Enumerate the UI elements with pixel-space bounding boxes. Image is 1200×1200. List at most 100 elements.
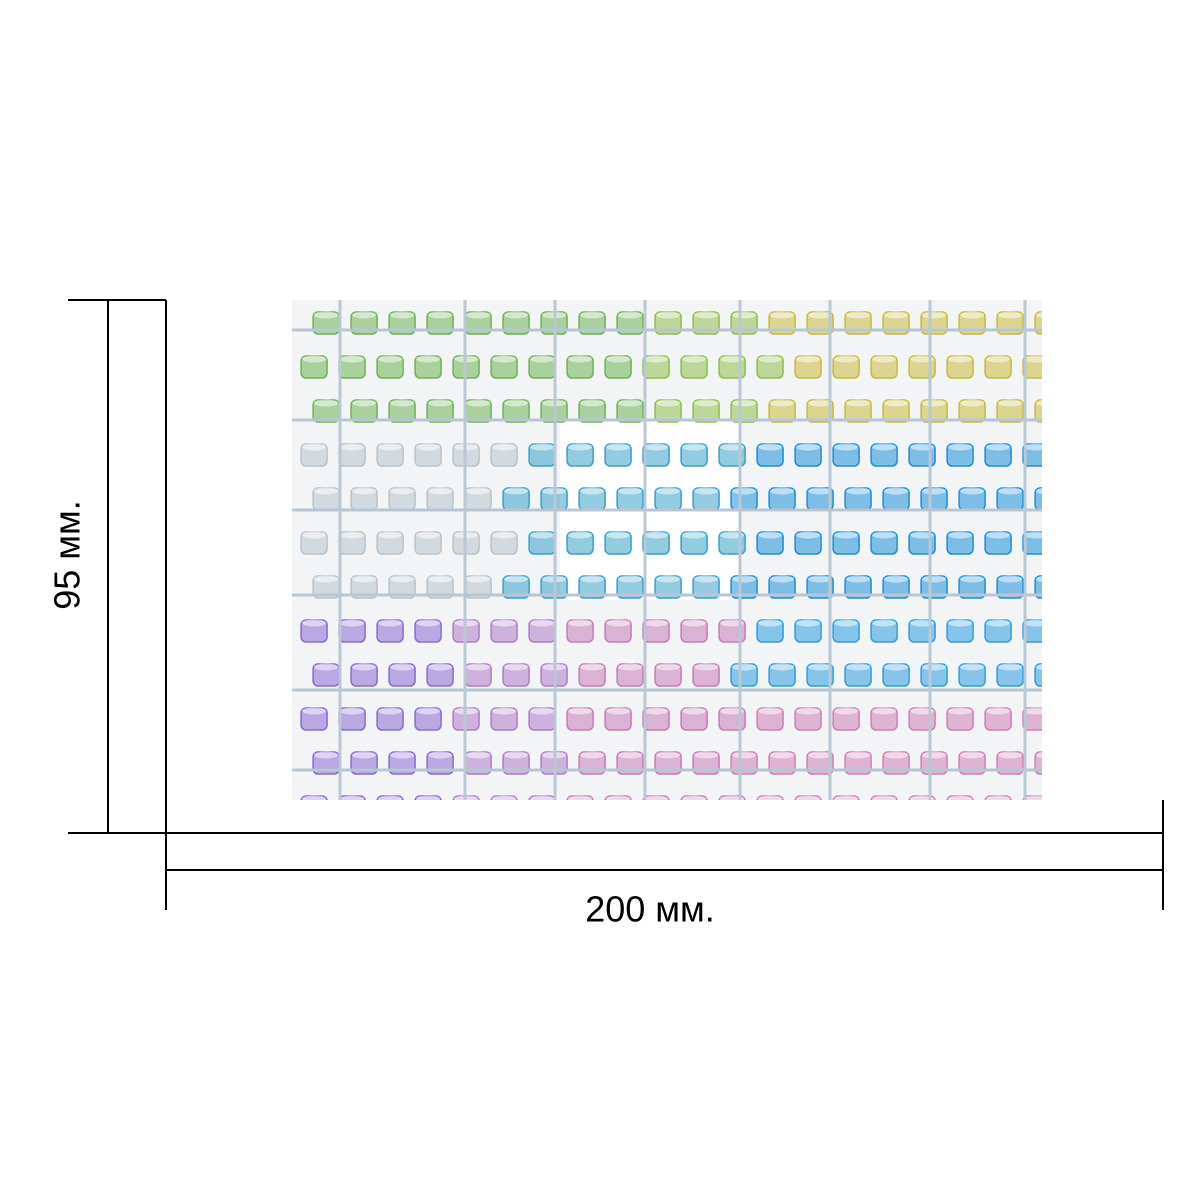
glass-cup-rim [580,487,605,495]
glass-cup-rim [302,531,327,539]
glass-cup-rim [720,531,745,539]
glass-cup-rim [352,399,377,407]
width-dimension: 200 мм. [165,800,1164,930]
glass-cup-rim [796,707,821,715]
glass-cup-rim [504,487,529,495]
glass-cup-rim [314,487,339,495]
glass-cup-rim [884,663,909,671]
glass-cup-rim [390,311,415,319]
glass-cup-rim [1036,311,1042,319]
glass-cup-rim [466,311,491,319]
glass-cup-rim [998,751,1023,759]
glass-cup-rim [770,575,795,583]
glass-cup-rim [758,355,783,363]
glass-cup-rim [998,575,1023,583]
glass-cup-rim [732,575,757,583]
glass-cup-rim [986,531,1011,539]
glass-cup-rim [682,795,707,800]
glass-cup-rim [606,795,631,800]
glass-cup-rim [416,707,441,715]
glass-cup-rim [770,487,795,495]
glass-cup-rim [910,355,935,363]
glass-cup-rim [808,663,833,671]
glass-cup-rim [808,399,833,407]
glass-cup-rim [390,487,415,495]
glass-cup-rim [580,751,605,759]
glass-cup-rim [390,575,415,583]
glass-cup-rim [910,795,935,800]
glass-cup-rim [656,399,681,407]
glass-cup-rim [1036,487,1042,495]
glass-cup-rim [428,311,453,319]
glass-cup-rim [960,399,985,407]
glass-cup-rim [606,443,631,451]
glass-cup-rim [758,795,783,800]
glass-cup-rim [340,355,365,363]
width-label: 200 мм. [585,889,715,930]
glass-cup-rim [758,619,783,627]
glass-cup-rim [986,443,1011,451]
glass-cup-rim [808,311,833,319]
glass-cup-rim [504,751,529,759]
glass-cup-rim [606,707,631,715]
glass-cup-rim [834,619,859,627]
glass-cup-rim [846,487,871,495]
glass-cup-rim [314,399,339,407]
glass-cup-rim [580,311,605,319]
glass-cup-rim [504,575,529,583]
glass-cup-rim [530,707,555,715]
glass-cup-rim [340,707,365,715]
glass-cup-rim [960,311,985,319]
glass-cup-rim [796,355,821,363]
glass-cup-rim [872,619,897,627]
glass-cup-rim [568,443,593,451]
glass-cup-rim [834,707,859,715]
glass-cup-rim [466,487,491,495]
glass-cup-rim [808,487,833,495]
glass-cup-rim [694,399,719,407]
glass-cup-rim [580,575,605,583]
glass-cup-rim [656,663,681,671]
glass-cup-rim [466,751,491,759]
glass-cup-rim [948,707,973,715]
glass-cup-rim [492,443,517,451]
glass-cup-rim [1036,575,1042,583]
glass-cup-rim [378,355,403,363]
glass-cup-rim [682,443,707,451]
glass-cup-rim [340,795,365,800]
glass-cup-rim [428,663,453,671]
glass-cup-rim [656,751,681,759]
glass-cup-rim [378,795,403,800]
glass-cup-rim [808,575,833,583]
glass-cup-rim [568,707,593,715]
glass-cup-rim [808,751,833,759]
glass-cup-rim [910,531,935,539]
glass-cup-rim [732,663,757,671]
glass-cup-rim [846,751,871,759]
glass-cup-rim [960,663,985,671]
glass-cup-rim [758,443,783,451]
glass-cup-rim [720,619,745,627]
glass-cup-rim [1024,619,1042,627]
glass-cup-rim [530,355,555,363]
glass-cup-rim [922,663,947,671]
glass-cup-rim [568,355,593,363]
glass-cup-rim [644,443,669,451]
glass-cup-rim [378,707,403,715]
glass-cup-rim [644,707,669,715]
glass-cup-rim [314,751,339,759]
glass-cup-rim [834,531,859,539]
glass-cup-rim [340,443,365,451]
glass-cup-rim [998,663,1023,671]
glass-cup-rim [340,531,365,539]
glass-cup-rim [986,355,1011,363]
glass-cup-rim [948,531,973,539]
glass-cup-rim [834,795,859,800]
glass-cup-rim [618,311,643,319]
glass-cup-rim [1024,707,1042,715]
glass-cup-rim [796,531,821,539]
glass-cup-rim [922,399,947,407]
glass-cup-rim [960,751,985,759]
glass-cup-rim [770,311,795,319]
glass-cup-rim [492,355,517,363]
